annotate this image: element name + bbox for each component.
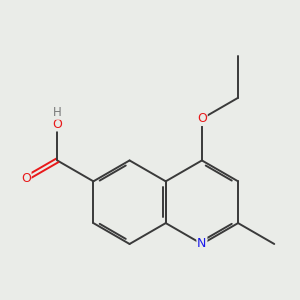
Text: O: O [21,172,31,185]
Text: N: N [197,238,207,250]
Text: H: H [53,106,62,119]
Text: O: O [52,118,62,130]
Text: O: O [197,112,207,125]
